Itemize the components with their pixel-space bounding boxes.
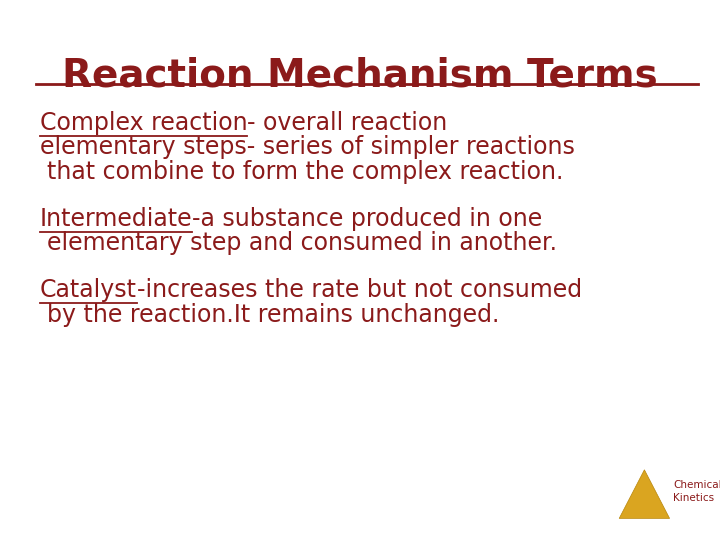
Text: elementary steps- series of simpler reactions: elementary steps- series of simpler reac…	[40, 136, 575, 159]
Text: Catalyst: Catalyst	[40, 278, 137, 302]
Text: - overall reaction: - overall reaction	[247, 111, 447, 134]
Text: Reaction Mechanism Terms: Reaction Mechanism Terms	[62, 57, 658, 94]
Text: Intermediate: Intermediate	[40, 207, 192, 231]
Text: elementary step and consumed in another.: elementary step and consumed in another.	[47, 232, 557, 255]
Text: -a substance produced in one: -a substance produced in one	[192, 207, 542, 231]
Text: -increases the rate but not consumed: -increases the rate but not consumed	[137, 278, 582, 302]
Text: by the reaction.It remains unchanged.: by the reaction.It remains unchanged.	[47, 303, 499, 327]
Text: that combine to form the complex reaction.: that combine to form the complex reactio…	[47, 160, 563, 184]
Text: Chemical
Kinetics: Chemical Kinetics	[673, 481, 720, 503]
Text: Complex reaction: Complex reaction	[40, 111, 247, 134]
